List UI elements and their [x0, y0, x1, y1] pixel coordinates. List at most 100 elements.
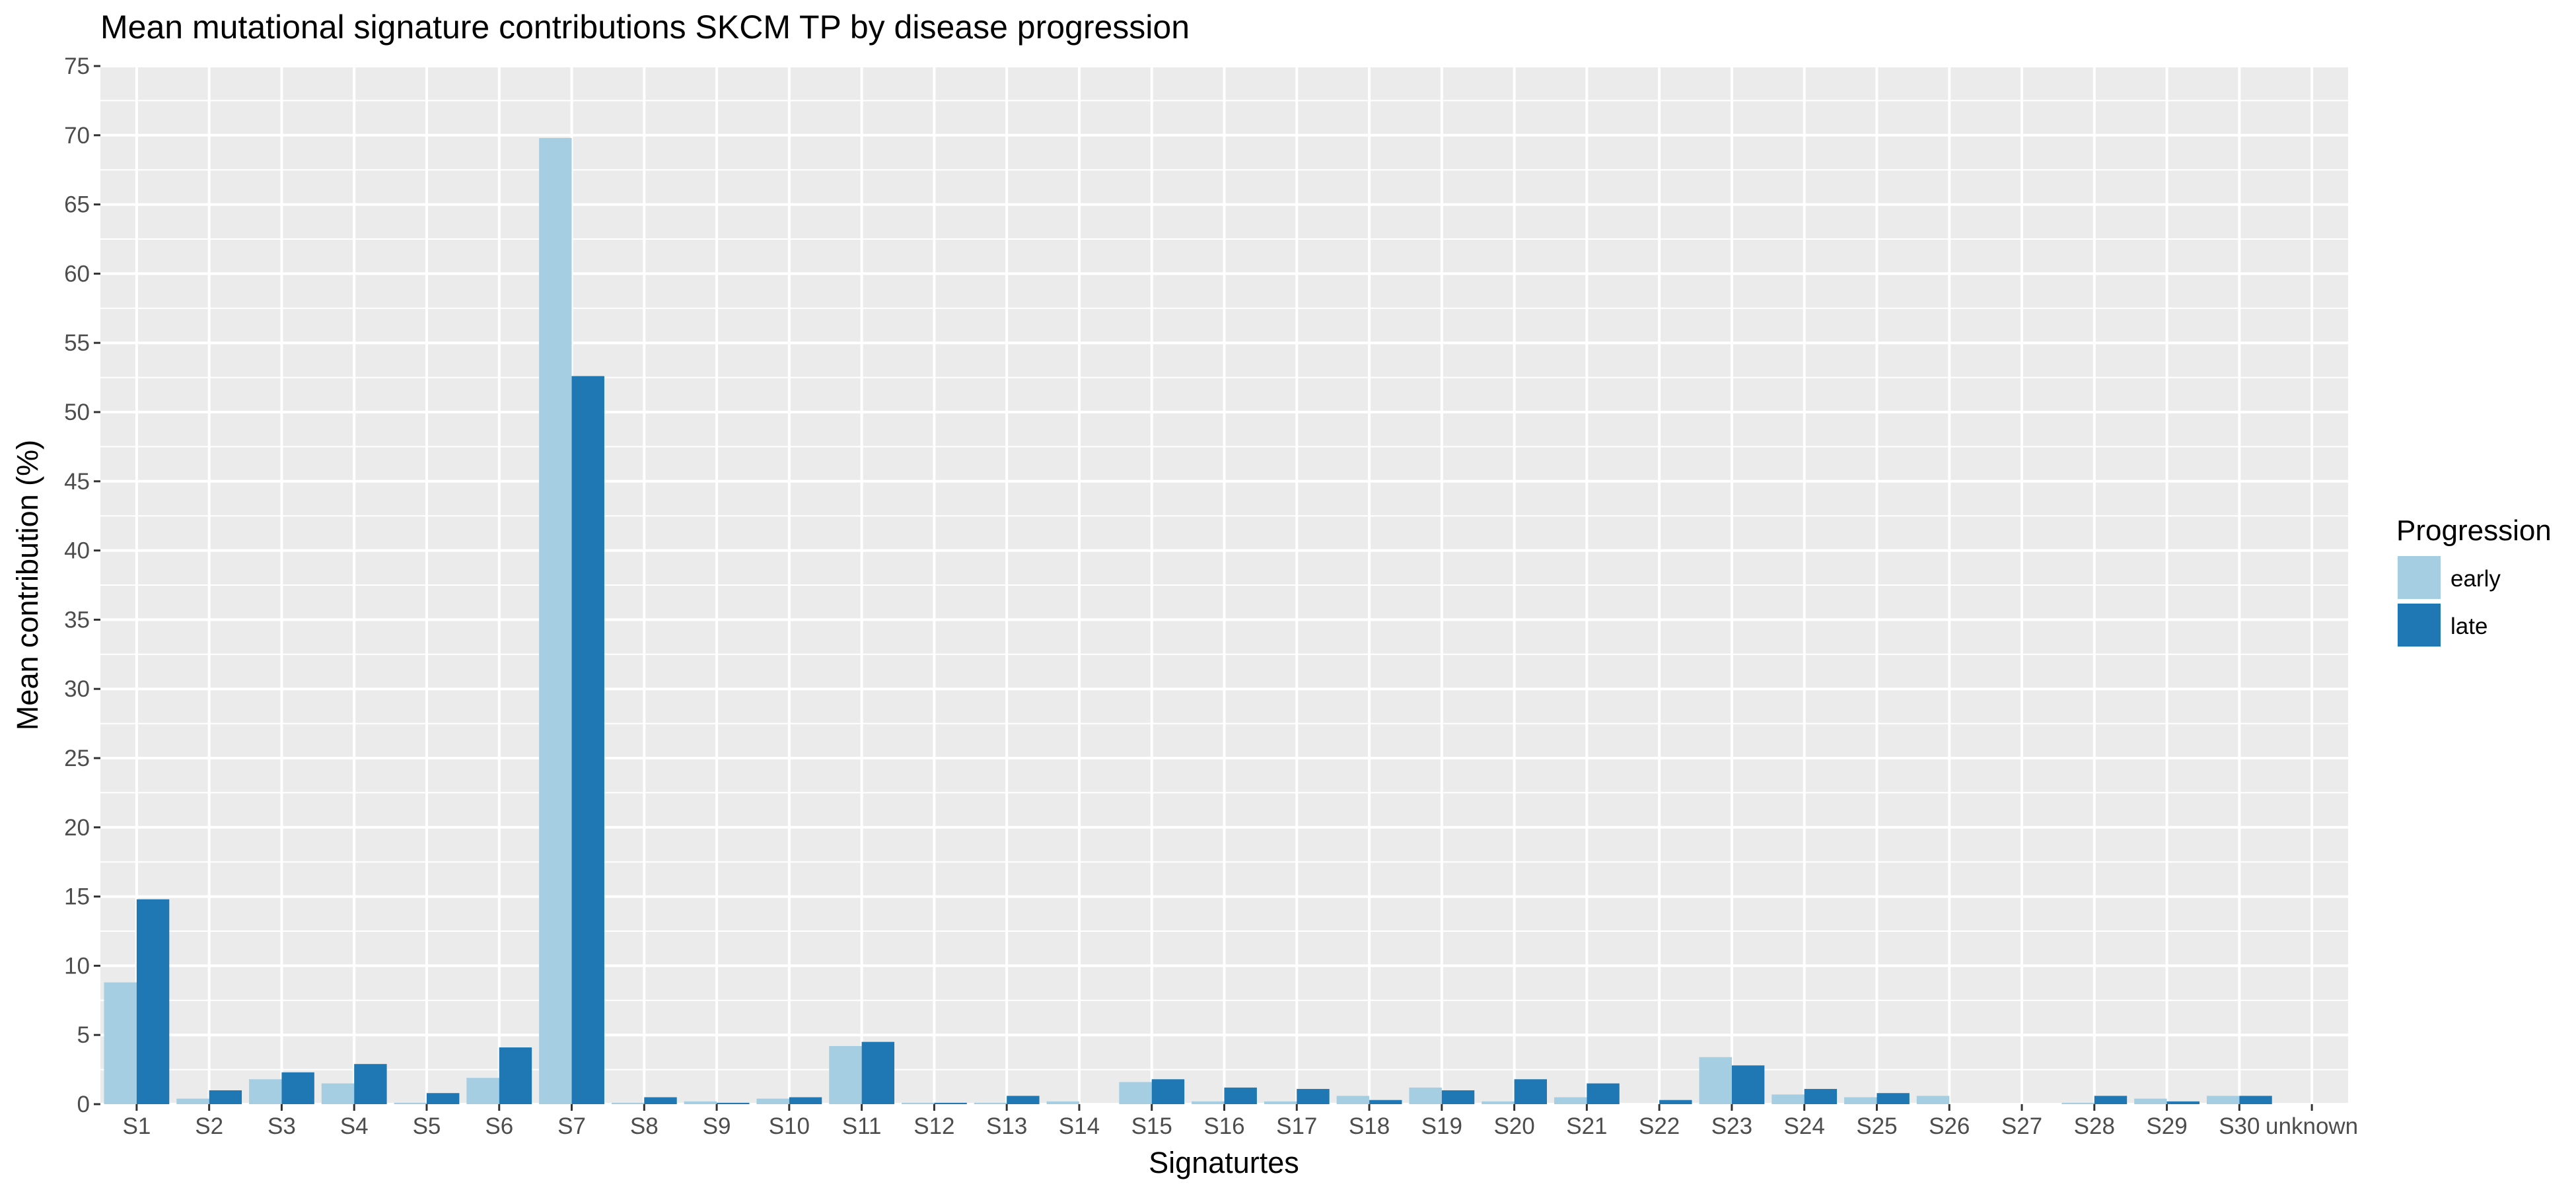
bar-early-S15 [1119, 1082, 1152, 1104]
bar-late-S20 [1514, 1079, 1547, 1104]
bar-early-S24 [1771, 1094, 1805, 1104]
bar-late-S1 [136, 899, 170, 1104]
bar-early-S5 [394, 1102, 427, 1104]
bar-late-S19 [1441, 1090, 1475, 1104]
bar-early-S28 [2061, 1102, 2094, 1104]
y-tick-label: 25 [64, 746, 90, 771]
bar-early-S6 [466, 1078, 499, 1104]
bar-late-S16 [1224, 1087, 1257, 1104]
y-tick-label: 35 [64, 607, 90, 633]
bar-early-S30 [2206, 1096, 2240, 1104]
bar-early-S4 [321, 1083, 355, 1104]
x-tick-label: S26 [1929, 1113, 1970, 1139]
x-tick-label: S15 [1131, 1113, 1172, 1139]
x-tick-label: S25 [1856, 1113, 1897, 1139]
x-tick-label: S21 [1566, 1113, 1607, 1139]
bar-early-S17 [1264, 1101, 1297, 1104]
bar-early-S29 [2134, 1098, 2167, 1104]
bar-early-S8 [611, 1102, 645, 1104]
bar-late-S13 [1007, 1096, 1040, 1104]
bar-early-S20 [1482, 1101, 1515, 1104]
bar-late-S7 [571, 376, 604, 1104]
bar-late-S28 [2094, 1096, 2128, 1104]
bar-late-S11 [861, 1041, 895, 1104]
y-tick-label: 50 [64, 400, 90, 425]
bar-early-S26 [1916, 1096, 1950, 1104]
x-tick-label: S16 [1203, 1113, 1244, 1139]
legend-label-early: early [2451, 566, 2501, 592]
bar-early-S19 [1409, 1087, 1442, 1104]
chart-title: Mean mutational signature contributions … [100, 9, 1190, 46]
x-tick-label: S22 [1639, 1113, 1680, 1139]
bar-early-S16 [1192, 1101, 1225, 1104]
y-tick-label: 70 [64, 123, 90, 149]
bar-early-S1 [104, 982, 137, 1104]
y-tick-label: 5 [77, 1022, 90, 1048]
x-tick-label: S3 [268, 1113, 296, 1139]
x-tick-label: S17 [1276, 1113, 1317, 1139]
x-tick-label: S24 [1784, 1113, 1825, 1139]
bar-late-S6 [499, 1047, 532, 1104]
y-tick-label: 75 [64, 53, 90, 79]
y-axis-title: Mean contribution (%) [11, 440, 44, 730]
bar-late-S25 [1877, 1093, 1910, 1104]
bar-late-S30 [2239, 1096, 2272, 1104]
grid-lines [100, 65, 2348, 1105]
y-tick-label: 0 [77, 1092, 90, 1117]
x-tick-label: S23 [1711, 1113, 1752, 1139]
x-tick-label: S8 [630, 1113, 659, 1139]
bar-late-S12 [934, 1102, 967, 1104]
x-tick-label: S5 [413, 1113, 441, 1139]
bar-early-S3 [249, 1079, 282, 1104]
x-tick-label: S1 [122, 1113, 151, 1139]
x-tick-label: S6 [485, 1113, 513, 1139]
bar-late-S8 [644, 1097, 677, 1104]
bar-late-S29 [2166, 1101, 2200, 1104]
bar-early-S11 [829, 1045, 862, 1104]
x-tick-label: S10 [769, 1113, 810, 1139]
bar-late-S22 [1659, 1100, 1692, 1104]
bar-late-S10 [789, 1097, 822, 1104]
legend-title: Progression [2396, 514, 2552, 547]
x-tick-label: S11 [842, 1113, 882, 1139]
bar-late-S5 [426, 1093, 460, 1104]
bar-late-S2 [209, 1090, 242, 1104]
y-tick-label: 55 [64, 330, 90, 356]
y-tick-label: 65 [64, 192, 90, 218]
x-tick-label: S13 [986, 1113, 1027, 1139]
x-tick-label: S28 [2074, 1113, 2115, 1139]
bar-early-S12 [902, 1102, 935, 1104]
x-axis-title: Signaturtes [1149, 1146, 1299, 1179]
bar-early-S21 [1554, 1097, 1587, 1104]
x-tick-label: unknown [2266, 1113, 2358, 1139]
bar-early-S13 [974, 1102, 1007, 1104]
bar-early-S14 [1046, 1101, 1079, 1104]
axes: 0 5 10 15 20 25 30 35 40 45 50 55 60 65 70 75 S1 S2 S3 S4 S5… [64, 53, 2358, 1139]
x-tick-label: S12 [913, 1113, 954, 1139]
bar-early-S9 [684, 1101, 717, 1104]
bar-late-S4 [354, 1064, 387, 1104]
x-tick-label: S14 [1059, 1113, 1100, 1139]
bar-early-S10 [756, 1098, 789, 1104]
x-tick-label: S30 [2219, 1113, 2260, 1139]
y-tick-label: 15 [64, 884, 90, 910]
x-tick-label: S27 [2001, 1113, 2042, 1139]
legend-key-early [2398, 556, 2441, 599]
x-tick-label: S20 [1493, 1113, 1534, 1139]
legend-key-late [2398, 604, 2441, 647]
y-tick-label: 20 [64, 815, 90, 841]
bar-early-S25 [1844, 1097, 1877, 1104]
x-tick-label: S9 [703, 1113, 731, 1139]
x-tick-label: S19 [1421, 1113, 1462, 1139]
x-tick-label: S18 [1349, 1113, 1390, 1139]
bar-late-S24 [1804, 1088, 1838, 1104]
legend-label-late: late [2451, 614, 2487, 639]
bar-early-S18 [1336, 1096, 1370, 1104]
bar-late-S18 [1369, 1100, 1402, 1104]
bar-late-S15 [1151, 1079, 1185, 1104]
x-tick-label: S4 [340, 1113, 369, 1139]
bar-late-S23 [1731, 1065, 1765, 1104]
x-tick-label: S7 [557, 1113, 586, 1139]
y-tick-label: 45 [64, 469, 90, 495]
